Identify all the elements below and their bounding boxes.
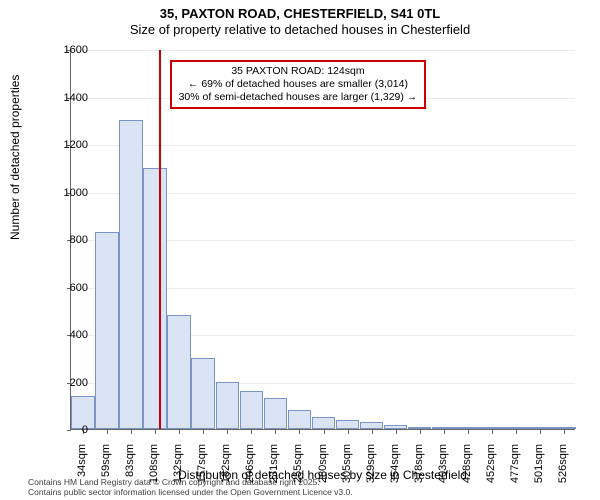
- x-tick-label: 305sqm: [341, 444, 353, 499]
- histogram-bar: [504, 427, 528, 429]
- x-tick-mark: [444, 430, 445, 434]
- x-tick-label: 428sqm: [461, 444, 473, 499]
- x-tick-label: 182sqm: [220, 444, 232, 499]
- histogram-bar: [408, 427, 432, 429]
- x-tick-label: 83sqm: [124, 444, 136, 499]
- annotation-box: 35 PAXTON ROAD: 124sqm ← 69% of detached…: [170, 60, 427, 109]
- y-tick-label: 0: [43, 424, 88, 436]
- plot-area: 35 PAXTON ROAD: 124sqm ← 69% of detached…: [70, 50, 575, 430]
- x-tick-mark: [420, 430, 421, 434]
- x-tick-label: 452sqm: [485, 444, 497, 499]
- x-tick-mark: [468, 430, 469, 434]
- histogram-bar: [95, 232, 119, 429]
- histogram-bar: [167, 315, 191, 429]
- histogram-bar: [432, 427, 456, 429]
- x-tick-label: 526sqm: [557, 444, 569, 499]
- histogram-bar: [264, 398, 288, 429]
- x-tick-label: 329sqm: [365, 444, 377, 499]
- histogram-bar: [456, 427, 480, 429]
- x-tick-mark: [492, 430, 493, 434]
- x-tick-mark: [324, 430, 325, 434]
- y-axis-label: Number of detached properties: [8, 75, 22, 240]
- x-tick-mark: [107, 430, 108, 434]
- chart-title-block: 35, PAXTON ROAD, CHESTERFIELD, S41 0TL S…: [0, 0, 600, 39]
- x-tick-mark: [227, 430, 228, 434]
- y-tick-label: 800: [43, 234, 88, 246]
- x-tick-mark: [564, 430, 565, 434]
- x-tick-mark: [299, 430, 300, 434]
- x-tick-mark: [155, 430, 156, 434]
- x-tick-label: 378sqm: [413, 444, 425, 499]
- histogram-bar: [288, 410, 312, 429]
- histogram-bar: [360, 422, 384, 429]
- reference-line: [159, 50, 161, 429]
- x-tick-label: 354sqm: [389, 444, 401, 499]
- x-tick-label: 108sqm: [148, 444, 160, 499]
- y-tick-label: 1200: [43, 139, 88, 151]
- x-tick-label: 403sqm: [437, 444, 449, 499]
- gridline: [71, 145, 575, 146]
- annotation-line2: ← 69% of detached houses are smaller (3,…: [179, 78, 418, 91]
- x-tick-label: 477sqm: [509, 444, 521, 499]
- y-tick-label: 400: [43, 329, 88, 341]
- histogram-bar: [384, 425, 408, 429]
- chart-title-line1: 35, PAXTON ROAD, CHESTERFIELD, S41 0TL: [0, 6, 600, 22]
- x-tick-mark: [275, 430, 276, 434]
- x-tick-mark: [203, 430, 204, 434]
- annotation-line1: 35 PAXTON ROAD: 124sqm: [179, 65, 418, 78]
- histogram-bar: [528, 427, 552, 429]
- x-tick-mark: [516, 430, 517, 434]
- x-tick-mark: [348, 430, 349, 434]
- x-tick-mark: [131, 430, 132, 434]
- histogram-bar: [552, 427, 576, 429]
- histogram-bar: [312, 417, 336, 429]
- histogram-bar: [119, 120, 143, 429]
- x-tick-mark: [372, 430, 373, 434]
- histogram-bar: [336, 420, 360, 430]
- y-tick-label: 1400: [43, 92, 88, 104]
- x-tick-mark: [251, 430, 252, 434]
- histogram-bar: [143, 168, 167, 429]
- x-tick-label: 157sqm: [196, 444, 208, 499]
- histogram-bar: [480, 427, 504, 429]
- x-tick-label: 501sqm: [533, 444, 545, 499]
- x-tick-label: 59sqm: [100, 444, 112, 499]
- chart-container: 35, PAXTON ROAD, CHESTERFIELD, S41 0TL S…: [0, 0, 600, 500]
- y-tick-label: 200: [43, 377, 88, 389]
- x-tick-label: 34sqm: [76, 444, 88, 499]
- x-tick-label: 255sqm: [292, 444, 304, 499]
- histogram-bar: [191, 358, 215, 429]
- x-tick-label: 280sqm: [317, 444, 329, 499]
- histogram-bar: [216, 382, 240, 430]
- x-tick-mark: [540, 430, 541, 434]
- y-tick-label: 1600: [43, 44, 88, 56]
- x-tick-label: 132sqm: [172, 444, 184, 499]
- x-tick-mark: [179, 430, 180, 434]
- chart-title-line2: Size of property relative to detached ho…: [0, 22, 600, 38]
- y-tick-label: 600: [43, 282, 88, 294]
- histogram-bar: [240, 391, 264, 429]
- gridline: [71, 50, 575, 51]
- x-tick-mark: [396, 430, 397, 434]
- annotation-line3: 30% of semi-detached houses are larger (…: [179, 91, 418, 104]
- y-tick-label: 1000: [43, 187, 88, 199]
- x-tick-label: 231sqm: [268, 444, 280, 499]
- x-tick-label: 206sqm: [244, 444, 256, 499]
